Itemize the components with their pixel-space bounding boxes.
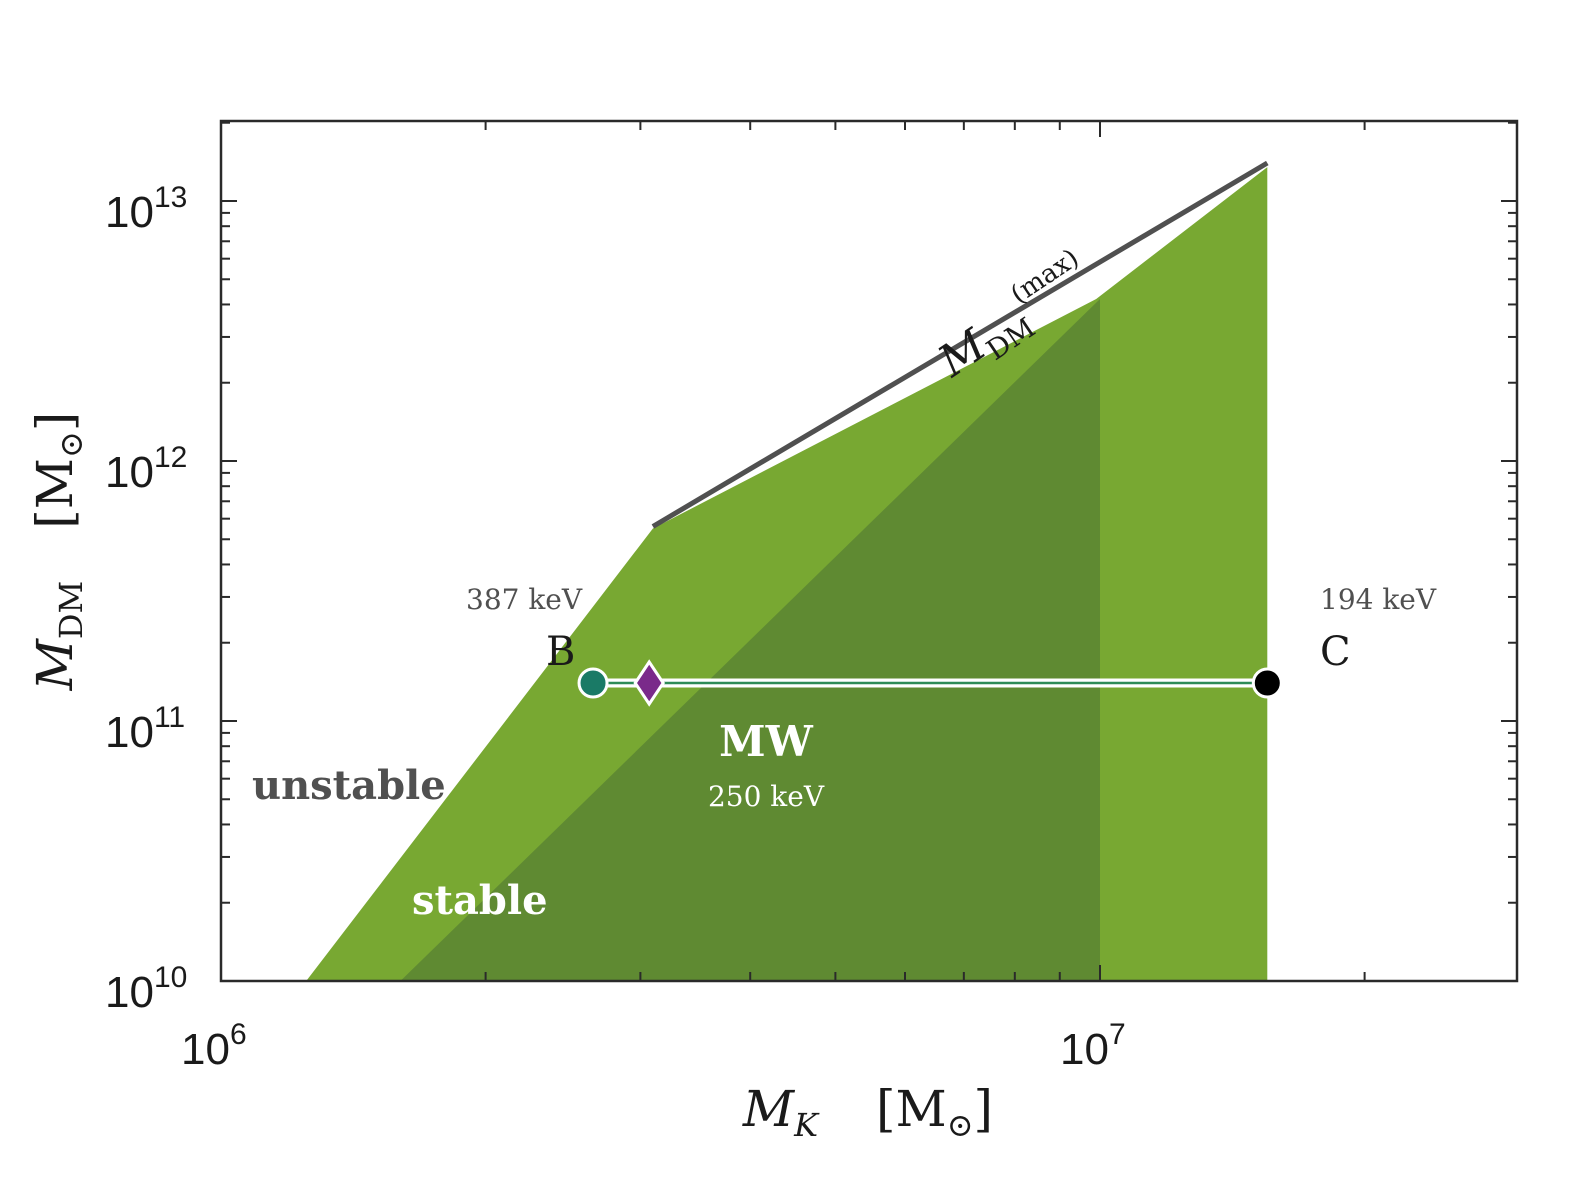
y-tick-label-base: 10 [105,448,154,497]
point-b-energy: 387 keV [466,583,583,616]
regions [306,167,1268,982]
y-axis-label-sub: DM [52,581,90,639]
point-mw-label: MW [719,717,813,766]
region-inner-1 [400,299,1100,981]
y-tick-label-exp: 11 [154,701,185,734]
y-tick-label-0: 1010 [105,961,187,1017]
y-axis-label-unit-sub: ⊙ [52,431,90,458]
max-line [651,160,1269,529]
max-line-segment [651,160,1269,529]
point-b-label: B [546,629,575,675]
y-axis-label-unit-close: ] [26,412,84,432]
x-tick-label-base: 10 [181,1025,230,1074]
y-tick-label-base: 10 [105,968,154,1017]
point-b-marker [577,667,609,699]
x-tick-label-0: 106 [181,1018,247,1074]
x-tick-labels: 106 107 [181,1018,1126,1074]
point-c-label: C [1320,629,1351,675]
y-tick-label-2: 1012 [105,441,187,497]
y-tick-label-exp: 12 [154,441,187,474]
x-axis-label-unit-close: ] [974,1080,994,1138]
x-axis-label-unit-sub: ⊙ [947,1106,974,1144]
y-axis-label-unit: [M [26,458,84,529]
x-tick-label-exp: 6 [230,1018,247,1051]
y-tick-label-3: 1013 [105,181,187,237]
y-tick-label-exp: 10 [154,961,187,994]
point-mw-energy: 250 keV [708,780,825,813]
x-axis-label: MK [M⊙] [742,1080,993,1144]
stable-label: stable [412,877,548,924]
y-axis-label-symbol: M [26,637,84,691]
point-mw-marker [633,659,665,707]
y-axis-label: MDM [M⊙] [26,412,90,692]
point-c-marker [1251,667,1283,699]
y-tick-label-base: 10 [105,708,154,757]
x-tick-label-exp: 7 [1109,1018,1126,1051]
y-tick-label-base: 10 [105,188,154,237]
y-tick-label-exp: 13 [154,181,187,214]
x-tick-label-1: 107 [1060,1018,1126,1074]
axis-ticks [220,121,1517,982]
data-points [577,659,1283,707]
x-axis-label-symbol: M [742,1080,796,1138]
x-axis-label-unit: [M [876,1080,947,1138]
point-c-energy: 194 keV [1320,583,1437,616]
y-tick-label-1: 1011 [105,701,185,757]
plot-frame [219,119,1519,983]
unstable-label: unstable [252,762,446,809]
x-tick-label-base: 10 [1060,1025,1109,1074]
x-axis-label-sub: K [793,1106,820,1144]
